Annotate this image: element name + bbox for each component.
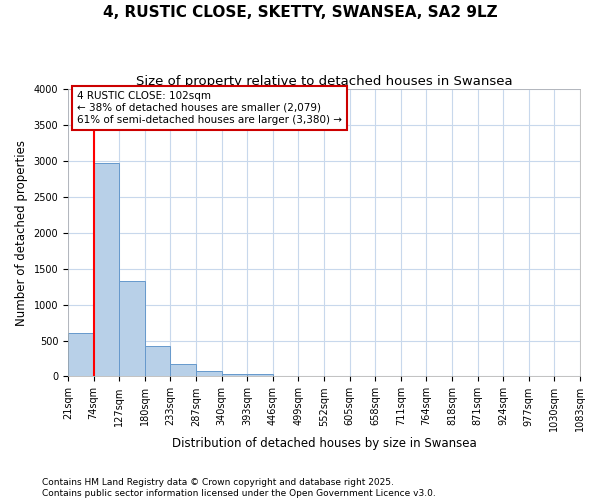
- Title: Size of property relative to detached houses in Swansea: Size of property relative to detached ho…: [136, 75, 512, 88]
- Bar: [119, 281, 145, 376]
- Bar: [68, 334, 94, 376]
- Bar: [221, 374, 247, 376]
- Text: 4 RUSTIC CLOSE: 102sqm
← 38% of detached houses are smaller (2,079)
61% of semi-: 4 RUSTIC CLOSE: 102sqm ← 38% of detached…: [77, 92, 342, 124]
- Bar: [145, 346, 170, 376]
- Bar: [94, 163, 119, 376]
- Y-axis label: Number of detached properties: Number of detached properties: [15, 140, 28, 326]
- X-axis label: Distribution of detached houses by size in Swansea: Distribution of detached houses by size …: [172, 437, 476, 450]
- Text: Contains HM Land Registry data © Crown copyright and database right 2025.
Contai: Contains HM Land Registry data © Crown c…: [42, 478, 436, 498]
- Text: 4, RUSTIC CLOSE, SKETTY, SWANSEA, SA2 9LZ: 4, RUSTIC CLOSE, SKETTY, SWANSEA, SA2 9L…: [103, 5, 497, 20]
- Bar: [170, 364, 196, 376]
- Bar: [196, 370, 221, 376]
- Bar: [247, 374, 273, 376]
